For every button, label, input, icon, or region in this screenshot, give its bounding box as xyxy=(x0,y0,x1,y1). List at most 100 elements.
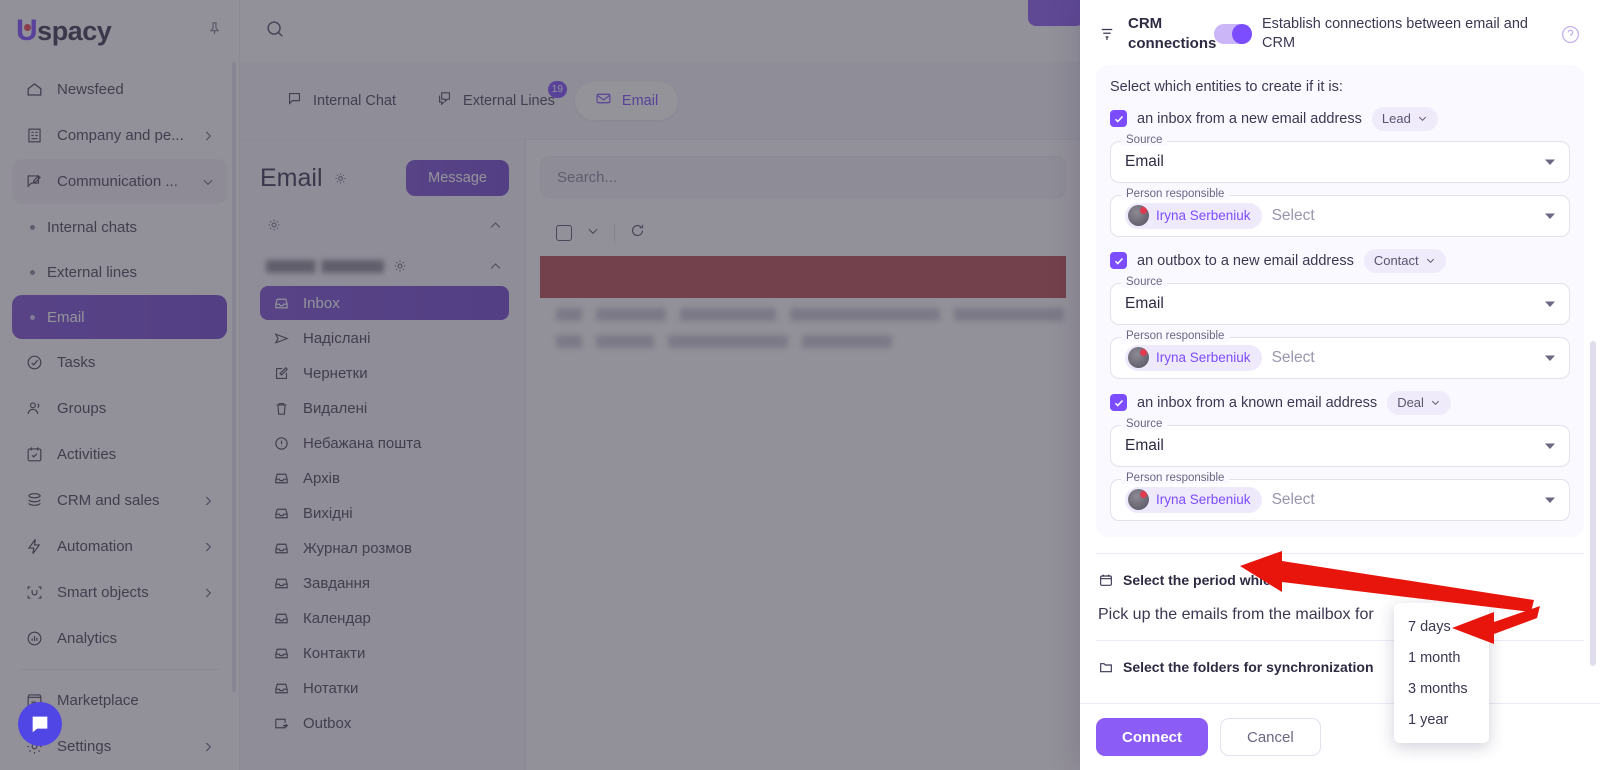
person-responsible-select-1[interactable]: Person responsible Iryna Serbeniuk Selec… xyxy=(1110,187,1570,237)
folder-item-conversation-log[interactable]: Журнал розмов xyxy=(260,531,509,565)
search-icon[interactable] xyxy=(264,18,286,45)
sidebar-item-company[interactable]: Company and pe... xyxy=(12,113,227,158)
period-dropdown-menu[interactable]: 7 days 1 month 3 months 1 year xyxy=(1394,603,1489,743)
person-responsible-select-3[interactable]: Person responsible Iryna Serbeniuk Selec… xyxy=(1110,471,1570,521)
list-toolbar xyxy=(540,210,1080,256)
pin-icon[interactable] xyxy=(206,20,223,42)
gear-icon[interactable] xyxy=(266,217,282,233)
entity-chip-contact[interactable]: Contact xyxy=(1363,248,1446,273)
tab-external-lines[interactable]: External Lines 19 xyxy=(416,80,575,120)
tab-email[interactable]: Email xyxy=(574,81,679,120)
calendar-icon xyxy=(1098,572,1114,588)
entity-chip-label: Deal xyxy=(1397,395,1424,410)
sidebar-item-smart-objects[interactable]: Smart objects xyxy=(12,570,227,615)
accounts-settings-row[interactable] xyxy=(260,204,509,246)
period-section-header[interactable]: Select the period which xyxy=(1096,554,1584,588)
entity-chip-lead[interactable]: Lead xyxy=(1371,106,1438,131)
sidebar-item-tasks[interactable]: Tasks xyxy=(12,340,227,385)
checkbox-inbox-known[interactable] xyxy=(1110,394,1127,411)
chevron-down-icon xyxy=(1431,400,1439,405)
account-row[interactable] xyxy=(260,246,509,286)
inbox-icon xyxy=(272,469,291,488)
chevron-up-icon[interactable] xyxy=(488,259,503,274)
search-input[interactable]: Search... xyxy=(540,156,1066,198)
panel-scrollbar[interactable] xyxy=(1590,340,1596,666)
people-icon xyxy=(24,398,45,419)
period-option-3-months[interactable]: 3 months xyxy=(1408,680,1468,697)
person-legend: Person responsible xyxy=(1121,187,1230,200)
dropdown-arrow-icon xyxy=(1544,156,1556,168)
period-option-1-year[interactable]: 1 year xyxy=(1408,711,1449,728)
sidebar-item-email[interactable]: Email xyxy=(12,295,227,339)
folder-item-outbox[interactable]: Outbox xyxy=(260,706,509,740)
new-message-button[interactable]: Message xyxy=(406,160,509,196)
connect-button[interactable]: Connect xyxy=(1096,718,1208,756)
period-option-1-month[interactable]: 1 month xyxy=(1408,649,1461,666)
cancel-button[interactable]: Cancel xyxy=(1220,718,1321,756)
period-option-7-days[interactable]: 7 days xyxy=(1408,618,1451,635)
chevron-right-icon xyxy=(201,586,215,600)
sidebar-item-activities[interactable]: Activities xyxy=(12,432,227,477)
folder-item-calendar[interactable]: Календар xyxy=(260,601,509,635)
sidebar-subitem-label: Email xyxy=(47,308,85,326)
person-chip[interactable]: Iryna Serbeniuk xyxy=(1125,344,1262,371)
sidebar-item-communication[interactable]: Communication ... xyxy=(12,159,227,204)
folder-item-tasks[interactable]: Завдання xyxy=(260,566,509,600)
gear-icon[interactable] xyxy=(392,258,408,274)
person-name: Iryna Serbeniuk xyxy=(1156,492,1251,507)
source-select-2[interactable]: Source Email xyxy=(1110,275,1570,325)
sidebar-scrollbar[interactable] xyxy=(232,62,236,692)
sidebar-item-groups[interactable]: Groups xyxy=(12,386,227,431)
section-divider xyxy=(1096,639,1584,641)
sidebar-item-internal-chats[interactable]: Internal chats xyxy=(12,205,227,249)
folder-label: Завдання xyxy=(303,574,370,592)
tab-label: External Lines xyxy=(463,92,555,109)
person-placeholder: Select xyxy=(1271,490,1315,508)
sidebar-item-automation[interactable]: Automation xyxy=(12,524,227,569)
source-select-3[interactable]: Source Email xyxy=(1110,417,1570,467)
refresh-icon[interactable] xyxy=(629,222,646,244)
question-circle-icon[interactable] xyxy=(1560,24,1582,45)
folder-icon xyxy=(1098,659,1114,675)
inbox-icon xyxy=(272,679,291,698)
checkbox-outbox-new[interactable] xyxy=(1110,252,1127,269)
inbox-icon xyxy=(272,539,291,558)
folder-item-sent[interactable]: Надіслані xyxy=(260,321,509,355)
list-item[interactable] xyxy=(556,335,1064,348)
panel-body[interactable]: Select which entities to create if it is… xyxy=(1080,64,1600,704)
source-select-1[interactable]: Source Email xyxy=(1110,133,1570,183)
chevron-down-icon[interactable] xyxy=(586,224,600,243)
gear-icon[interactable] xyxy=(333,171,348,186)
folder-item-archive[interactable]: Архів xyxy=(260,461,509,495)
folder-item-deleted[interactable]: Видалені xyxy=(260,391,509,425)
top-purple-indicator xyxy=(1028,0,1080,26)
person-legend: Person responsible xyxy=(1121,471,1230,484)
person-responsible-select-2[interactable]: Person responsible Iryna Serbeniuk Selec… xyxy=(1110,329,1570,379)
folder-label: Чернетки xyxy=(303,364,368,382)
select-all-checkbox[interactable] xyxy=(556,225,572,241)
sidebar-item-newsfeed[interactable]: Newsfeed xyxy=(12,67,227,112)
sidebar-item-external-lines[interactable]: External lines xyxy=(12,250,227,294)
sidebar-item-crm-and-sales[interactable]: CRM and sales xyxy=(12,478,227,523)
tab-internal-chat[interactable]: Internal Chat xyxy=(266,82,416,120)
folder-item-spam[interactable]: Небажана пошта xyxy=(260,426,509,460)
person-chip[interactable]: Iryna Serbeniuk xyxy=(1125,202,1262,229)
folder-item-inbox[interactable]: Inbox xyxy=(260,286,509,320)
folder-item-drafts[interactable]: Чернетки xyxy=(260,356,509,390)
crm-connections-toggle[interactable] xyxy=(1214,24,1252,45)
entity-chip-deal[interactable]: Deal xyxy=(1387,390,1451,415)
folder-item-notes[interactable]: Нотатки xyxy=(260,671,509,705)
sidebar-item-analytics[interactable]: Analytics xyxy=(12,616,227,661)
folder-item-weekend[interactable]: Вихідні xyxy=(260,496,509,530)
mail-list-rows xyxy=(540,298,1080,348)
folder-label: Видалені xyxy=(303,399,368,417)
chevron-up-icon[interactable] xyxy=(488,218,503,233)
folder-item-contacts[interactable]: Контакти xyxy=(260,636,509,670)
inbox-icon xyxy=(272,644,291,663)
intercom-launcher-button[interactable] xyxy=(18,702,62,746)
period-picker-row[interactable]: Pick up the emails from the mailbox for xyxy=(1096,588,1584,640)
folders-section-header[interactable]: Select the folders for synchronization xyxy=(1096,641,1584,675)
checkbox-inbox-new[interactable] xyxy=(1110,110,1127,127)
person-chip[interactable]: Iryna Serbeniuk xyxy=(1125,486,1262,513)
list-item[interactable] xyxy=(556,308,1064,321)
